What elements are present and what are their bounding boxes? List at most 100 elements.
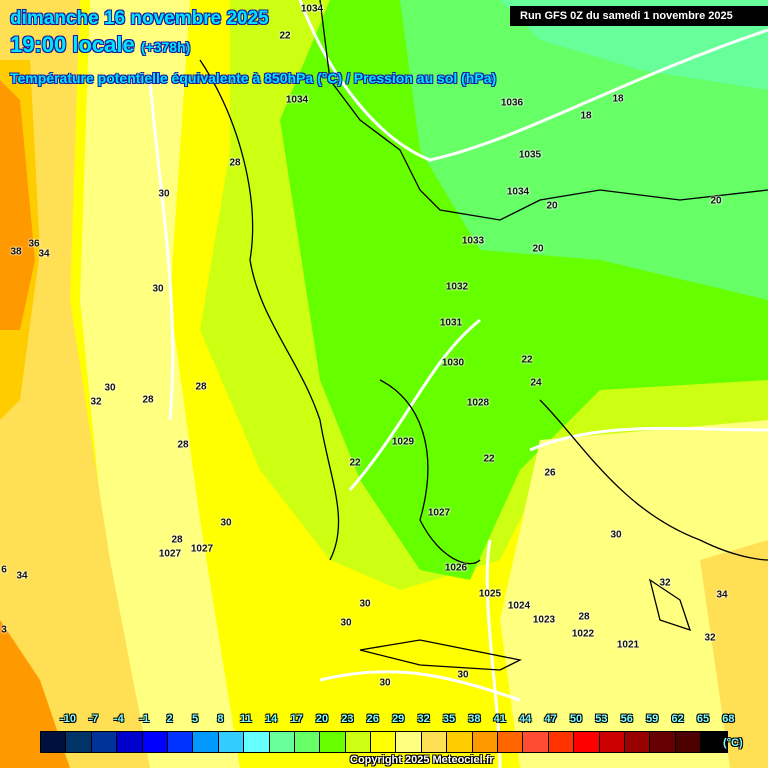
map-value-label: 1035 bbox=[518, 149, 542, 161]
map-value-label: 28 bbox=[229, 157, 241, 169]
map-value-label: 30 bbox=[158, 188, 170, 200]
legend-tick: 26 bbox=[366, 713, 379, 725]
map-value-label: 1021 bbox=[616, 639, 640, 651]
legend-swatch bbox=[294, 732, 321, 752]
map-value-label: 28 bbox=[177, 439, 189, 451]
legend-swatch bbox=[371, 732, 397, 752]
zone-south-light bbox=[500, 420, 768, 768]
legend-tick: 50 bbox=[569, 713, 583, 725]
color-legend bbox=[40, 731, 728, 753]
legend-swatch bbox=[498, 732, 524, 752]
map-value-label: 1029 bbox=[391, 436, 415, 448]
map-value-label: 1027 bbox=[190, 543, 214, 555]
legend-tick: 5 bbox=[191, 713, 199, 725]
map-value-label: 34 bbox=[38, 248, 50, 260]
legend-tick: 65 bbox=[696, 713, 710, 725]
legend-tick: 53 bbox=[595, 713, 608, 725]
legend-tick: 14 bbox=[265, 713, 278, 725]
map-value-label: 18 bbox=[580, 110, 592, 122]
legend-swatch bbox=[91, 732, 118, 752]
zone-deep-orange-n bbox=[0, 80, 35, 330]
map-value-label: 1022 bbox=[571, 628, 595, 640]
map-value-label: 22 bbox=[279, 30, 291, 42]
map-value-label: 34 bbox=[16, 570, 28, 582]
legend-swatch bbox=[218, 732, 245, 752]
map-value-label: 20 bbox=[710, 195, 722, 207]
map-value-label: 22 bbox=[521, 354, 533, 366]
map-value-label: 30 bbox=[152, 283, 164, 295]
legend-tick: -7 bbox=[88, 713, 99, 725]
legend-swatch bbox=[244, 732, 270, 752]
legend-swatch bbox=[66, 732, 92, 752]
legend-tick: 29 bbox=[392, 713, 405, 725]
legend-tick: 41 bbox=[493, 713, 506, 725]
map-value-label: 1034 bbox=[285, 94, 309, 106]
map-value-label: 30 bbox=[220, 517, 232, 529]
map-value-label: 1036 bbox=[500, 97, 524, 109]
map-value-label: 1025 bbox=[478, 588, 502, 600]
legend-swatch bbox=[320, 732, 346, 752]
legend-swatch bbox=[599, 732, 625, 752]
legend-tick: 2 bbox=[166, 713, 173, 725]
legend-swatch bbox=[396, 732, 422, 752]
lead-time: (+378h) bbox=[140, 39, 191, 55]
legend-tick: -1 bbox=[139, 713, 150, 725]
legend-tick: 56 bbox=[620, 713, 633, 725]
legend-tick: 38 bbox=[468, 713, 481, 725]
map-value-label: 34 bbox=[716, 589, 728, 601]
zone-light-yellow bbox=[80, 0, 240, 768]
legend-tick: -4 bbox=[113, 713, 124, 725]
legend-tick: 32 bbox=[417, 713, 430, 725]
legend-swatch bbox=[345, 732, 372, 752]
map-value-label: 1028 bbox=[466, 397, 490, 409]
map-value-label: 1023 bbox=[532, 614, 556, 626]
legend-swatch bbox=[41, 732, 67, 752]
legend-tick: -10 bbox=[60, 713, 76, 725]
map-value-label: 1024 bbox=[507, 600, 531, 612]
legend-swatch bbox=[624, 732, 651, 752]
legend-tick: 8 bbox=[217, 713, 224, 725]
legend-tick: 17 bbox=[290, 713, 303, 725]
map-value-label: 22 bbox=[349, 457, 361, 469]
map-value-label: 32 bbox=[659, 577, 671, 589]
map-value-label: 22 bbox=[483, 453, 495, 465]
map-value-label: 6 bbox=[1, 564, 7, 576]
legend-swatch bbox=[269, 732, 295, 752]
isobars bbox=[148, 0, 768, 768]
legend-tick: 62 bbox=[671, 713, 684, 725]
map-value-label: 28 bbox=[578, 611, 590, 623]
legend-tick: 35 bbox=[442, 713, 456, 725]
legend-swatch bbox=[421, 732, 448, 752]
map-value-label: 1026 bbox=[444, 562, 468, 574]
legend-unit: (°C) bbox=[723, 737, 743, 749]
forecast-date: dimanche 16 novembre 2025 bbox=[10, 8, 269, 29]
map-value-label: 38 bbox=[10, 246, 22, 258]
map-value-label: 30 bbox=[379, 677, 391, 689]
map-value-label: 1033 bbox=[461, 235, 485, 247]
map-value-label: 1027 bbox=[158, 548, 182, 560]
run-info: Run GFS 0Z du samedi 1 novembre 2025 bbox=[510, 6, 768, 26]
legend-tick: 59 bbox=[646, 713, 659, 725]
legend-swatch bbox=[675, 732, 702, 752]
map-value-label: 20 bbox=[532, 243, 544, 255]
legend-swatch bbox=[167, 732, 194, 752]
map-value-label: 32 bbox=[90, 396, 102, 408]
legend-swatch bbox=[650, 732, 676, 752]
map-value-label: 18 bbox=[612, 93, 624, 105]
map-subtitle: Température potentielle équivalente à 85… bbox=[10, 70, 497, 86]
map-value-label: 26 bbox=[544, 467, 556, 479]
local-time: 19:00 locale bbox=[10, 32, 135, 57]
map-value-label: 32 bbox=[704, 632, 716, 644]
legend-tick: 20 bbox=[315, 713, 329, 725]
legend-swatch bbox=[548, 732, 575, 752]
map-value-label: 30 bbox=[457, 669, 469, 681]
legend-swatch bbox=[447, 732, 473, 752]
map-value-label: 24 bbox=[530, 377, 542, 389]
map-value-label: 1034 bbox=[300, 3, 324, 15]
legend-tick: 68 bbox=[722, 713, 735, 725]
map-value-label: 30 bbox=[104, 382, 116, 394]
map-value-label: 1034 bbox=[506, 186, 530, 198]
map-value-label: 1032 bbox=[445, 281, 469, 293]
forecast-time: 19:00 locale (+378h) bbox=[10, 32, 190, 58]
